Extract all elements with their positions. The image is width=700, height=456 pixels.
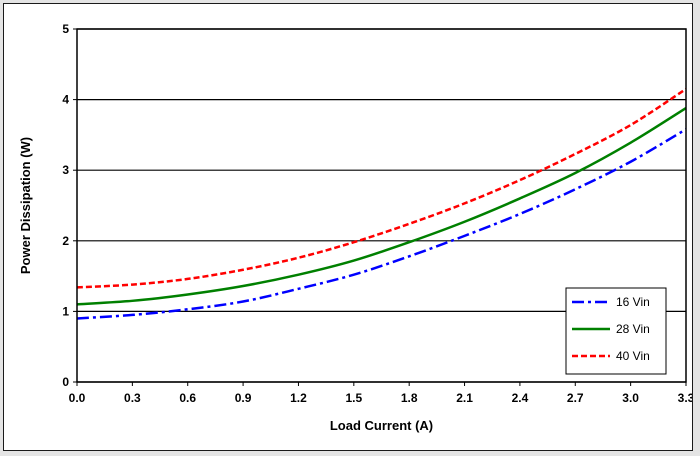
x-tick-labels: 0.0 0.3 0.6 0.9 1.2 1.5 1.8 2.1 2.4 2.7 3.0 3.3: [69, 382, 692, 405]
legend-label: 40 Vin: [616, 349, 650, 363]
series-lines: [76, 87, 687, 320]
legend: 16 Vin 28 Vin 40 Vin: [565, 287, 667, 375]
y-tick-label: 1: [62, 304, 69, 318]
y-tick-label: 2: [62, 234, 69, 248]
series-line-28-vin: [76, 107, 687, 306]
series-line-16-vin: [76, 128, 687, 320]
series-line-40-vin: [76, 87, 687, 289]
x-tick-label: 3.3: [678, 391, 692, 405]
power-dissipation-chart: 0 1 2 3 4 5 0.0 0.3 0.6 0.9 1.2 1.5 1.8 2.1 2.4 2.7 3.0…: [18, 22, 692, 433]
x-tick-label: 0.3: [124, 391, 141, 405]
y-tick-labels: 0 1 2 3 4 5: [62, 22, 77, 389]
y-tick-label: 0: [62, 375, 69, 389]
x-tick-label: 0.6: [179, 391, 196, 405]
x-tick-label: 0.9: [235, 391, 252, 405]
chart-frame: 0 1 2 3 4 5 0.0 0.3 0.6 0.9 1.2 1.5 1.8 2.1 2.4 2.7 3.0…: [3, 3, 693, 451]
legend-label: 28 Vin: [616, 322, 650, 336]
legend-label: 16 Vin: [616, 295, 650, 309]
x-tick-label: 1.2: [290, 391, 307, 405]
y-tick-label: 5: [62, 22, 69, 36]
plot-area-border: [76, 28, 687, 383]
y-tick-label: 4: [62, 93, 69, 107]
y-axis-title: Power Dissipation (W): [18, 137, 33, 274]
x-tick-label: 2.7: [567, 391, 584, 405]
x-axis-title: Load Current (A): [330, 418, 433, 433]
x-tick-label: 1.8: [401, 391, 418, 405]
y-tick-label: 3: [62, 163, 69, 177]
x-tick-label: 2.4: [512, 391, 529, 405]
x-tick-label: 0.0: [69, 391, 86, 405]
x-tick-label: 2.1: [456, 391, 473, 405]
x-tick-label: 1.5: [345, 391, 362, 405]
x-tick-label: 3.0: [622, 391, 639, 405]
